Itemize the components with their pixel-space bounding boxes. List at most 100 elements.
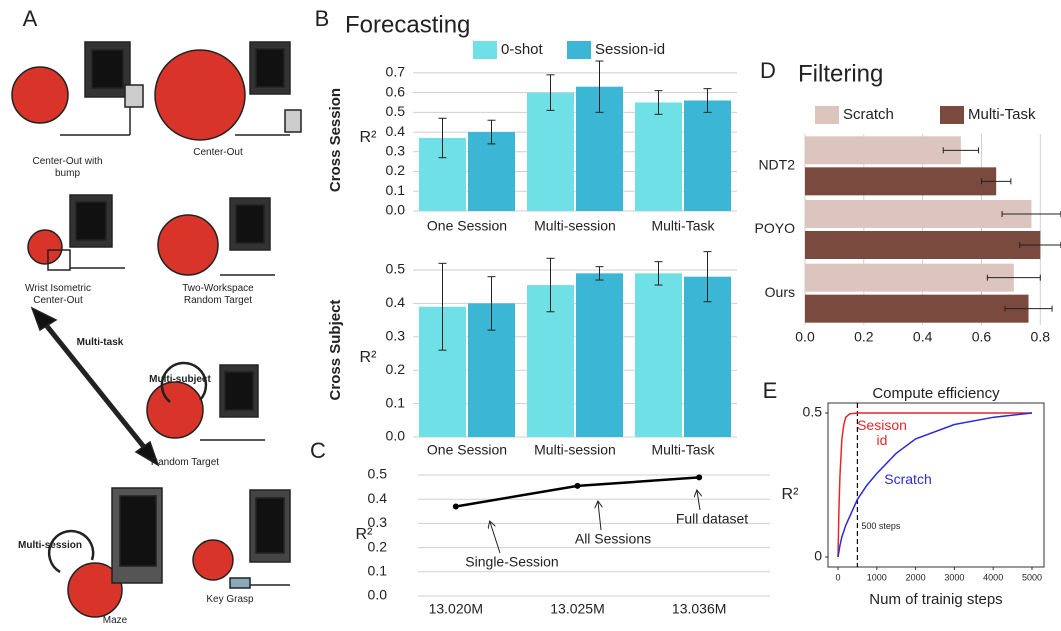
x-tick-label: One Session [427, 442, 507, 458]
legend-swatch [815, 106, 839, 124]
y-tick-label: POYO [755, 220, 796, 236]
y-tick-label: 0.0 [368, 587, 388, 603]
y-tick-label: 0.2 [368, 538, 388, 554]
error-bar [438, 117, 447, 159]
point [574, 482, 581, 489]
legend-label: Multi-Task [968, 106, 1036, 123]
y-tick-label: 0.2 [386, 162, 406, 178]
caption: Two-Workspace Random Target [182, 283, 254, 306]
x-tick-label: 0.0 [795, 329, 815, 345]
y-tick-label: 0.5 [386, 261, 406, 277]
bar [805, 136, 961, 165]
error-bar [487, 276, 496, 331]
x-tick-label: One Session [427, 218, 507, 234]
caption: Center-Out [193, 147, 243, 158]
y-tick-label: Ours [765, 284, 795, 300]
series-label: Scratch [884, 471, 932, 487]
y-tick-label: 0.1 [386, 182, 406, 198]
y-tick-label: 0 [814, 548, 822, 564]
x-tick-label: 13.020M [429, 601, 483, 617]
error-bar [487, 119, 496, 145]
bar [468, 132, 515, 211]
line [837, 412, 1033, 558]
x-tick-label: 4000 [983, 572, 1003, 582]
legend-label: Scratch [843, 106, 894, 123]
x-tick-label: Multi-session [534, 218, 616, 234]
x-tick-label: 13.036M [672, 601, 726, 617]
y-tick-label: 0.2 [386, 361, 406, 377]
error-bar [980, 178, 1012, 185]
y-tick-label: 0.5 [386, 103, 406, 119]
point [696, 474, 703, 481]
annotation: Single-Session [465, 554, 558, 570]
y-tick-label: 0.1 [386, 394, 406, 410]
y-axis-symbol: R² [782, 486, 800, 503]
y-tick-label: 0.6 [386, 83, 406, 99]
y-tick-label: 0.3 [386, 328, 406, 344]
bar [635, 273, 682, 437]
y-axis-label: Cross Subject [327, 300, 344, 401]
y-tick-label: 0.3 [386, 143, 406, 159]
reference-label: 500 steps [861, 521, 901, 531]
error-bar [595, 60, 604, 113]
bar [635, 102, 682, 211]
legend-swatch [940, 106, 964, 124]
error-bar [546, 74, 555, 111]
y-tick-label: 0.5 [368, 466, 388, 482]
caption: Center-Out with bump [32, 156, 103, 179]
legend-swatch [567, 41, 591, 59]
annotation: All Sessions [575, 531, 651, 547]
caption: Key Grasp [206, 594, 254, 605]
y-tick-label: 0.5 [803, 404, 823, 420]
error-bar [703, 88, 712, 113]
y-tick-label: 0.1 [368, 563, 388, 579]
x-tick-label: Multi-Task [651, 442, 715, 458]
legend-label: 0-shot [501, 41, 544, 58]
y-axis-symbol: R² [360, 349, 378, 366]
x-axis-label: Num of trainig steps [869, 591, 1002, 608]
caption: Multi-session [18, 540, 82, 551]
chart-title: Filtering [798, 60, 883, 87]
y-tick-label: NDT2 [758, 157, 795, 173]
x-tick-label: Multi-session [534, 442, 616, 458]
plot-frame [827, 402, 1045, 568]
y-tick-label: 0.7 [386, 64, 406, 80]
x-tick-label: 13.025M [550, 601, 604, 617]
illustration [11, 41, 302, 618]
y-tick-label: 0.0 [386, 202, 406, 218]
error-bar [654, 261, 663, 286]
x-tick-label: 0.4 [913, 329, 933, 345]
error-bar [438, 262, 447, 351]
bar [805, 200, 1032, 228]
line [837, 412, 1032, 558]
series-label: Sesison id [857, 417, 907, 448]
y-axis-symbol: R² [360, 129, 378, 146]
caption: Random Target [150, 457, 220, 468]
bar [805, 167, 997, 196]
error-bar [942, 147, 980, 154]
annotation: Full dataset [676, 511, 748, 527]
legend-label: Session-id [595, 41, 665, 58]
y-tick-label: 0.4 [386, 123, 406, 139]
x-tick-label: Multi-Task [651, 218, 715, 234]
panel-letter: C [310, 438, 326, 463]
point [452, 503, 459, 510]
caption: Multi-subject [149, 374, 211, 385]
legend-swatch [473, 41, 497, 59]
y-tick-label: 0.3 [368, 514, 388, 530]
panel-letter: D [760, 58, 776, 83]
error-bar [986, 274, 1041, 281]
bar [805, 263, 1014, 292]
panel-letter: B [315, 6, 330, 31]
y-tick-label: 0.4 [368, 490, 388, 506]
x-tick-label: 3000 [944, 572, 964, 582]
bar [576, 273, 623, 437]
panel-letter: A [23, 6, 38, 31]
x-tick-label: 2000 [906, 572, 926, 582]
panel-letter: E [763, 378, 778, 403]
caption: Multi-task [76, 337, 124, 348]
y-tick-label: 0.4 [386, 294, 406, 310]
error-bar [654, 90, 663, 115]
